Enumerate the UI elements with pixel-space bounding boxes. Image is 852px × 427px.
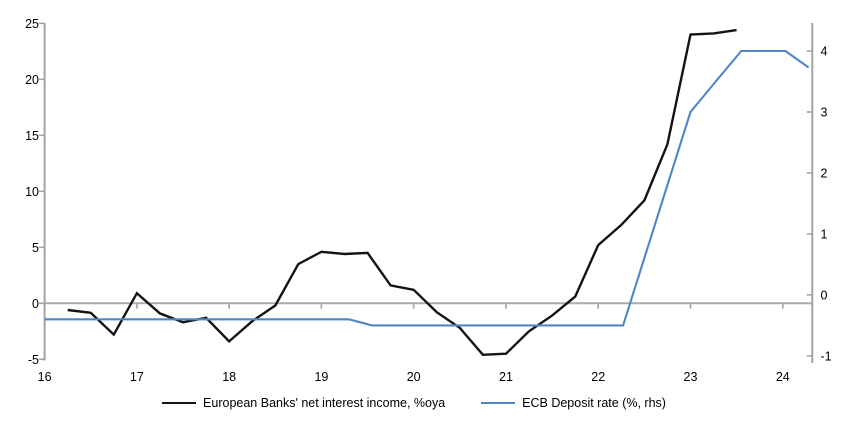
right-axis-label: 0 [821, 288, 828, 302]
left-axis-label: 20 [25, 73, 39, 87]
legend-line-swatch-black [162, 402, 197, 404]
legend-label: ECB Deposit rate (%, rhs) [522, 396, 666, 410]
right-axis-label: 3 [821, 106, 828, 120]
x-axis-label: 18 [222, 370, 236, 384]
right-axis-label: 1 [821, 227, 828, 241]
x-axis-label: 21 [499, 370, 513, 384]
legend-line-swatch-blue [481, 402, 516, 404]
left-axis-label: 0 [32, 297, 39, 311]
x-axis-label: 22 [591, 370, 605, 384]
legend-item-ecb-deposit-rate: ECB Deposit rate (%, rhs) [481, 396, 666, 410]
legend: European Banks' net interest income, %oy… [0, 396, 828, 410]
left-axis-label: 10 [25, 185, 39, 199]
x-axis-label: 24 [776, 370, 790, 384]
x-axis-label: 17 [130, 370, 144, 384]
legend-item-net-interest-income: European Banks' net interest income, %oy… [162, 396, 445, 410]
left-axis-label: 25 [25, 17, 39, 31]
right-axis-label: -1 [821, 349, 832, 363]
x-axis-label: 19 [314, 370, 328, 384]
left-axis-label: 5 [32, 241, 39, 255]
series-line-net-interest-income [67, 28, 737, 357]
legend-label: European Banks' net interest income, %oy… [203, 396, 446, 410]
right-axis-label: 4 [821, 45, 828, 59]
x-axis-label: 23 [684, 370, 698, 384]
series-line-ecb-deposit-rate [44, 49, 810, 327]
x-axis-label: 20 [407, 370, 421, 384]
x-axis-label: 16 [38, 370, 52, 384]
right-axis-label: 2 [821, 166, 828, 180]
left-axis-label: 15 [25, 129, 39, 143]
left-axis-label: -5 [28, 353, 39, 367]
